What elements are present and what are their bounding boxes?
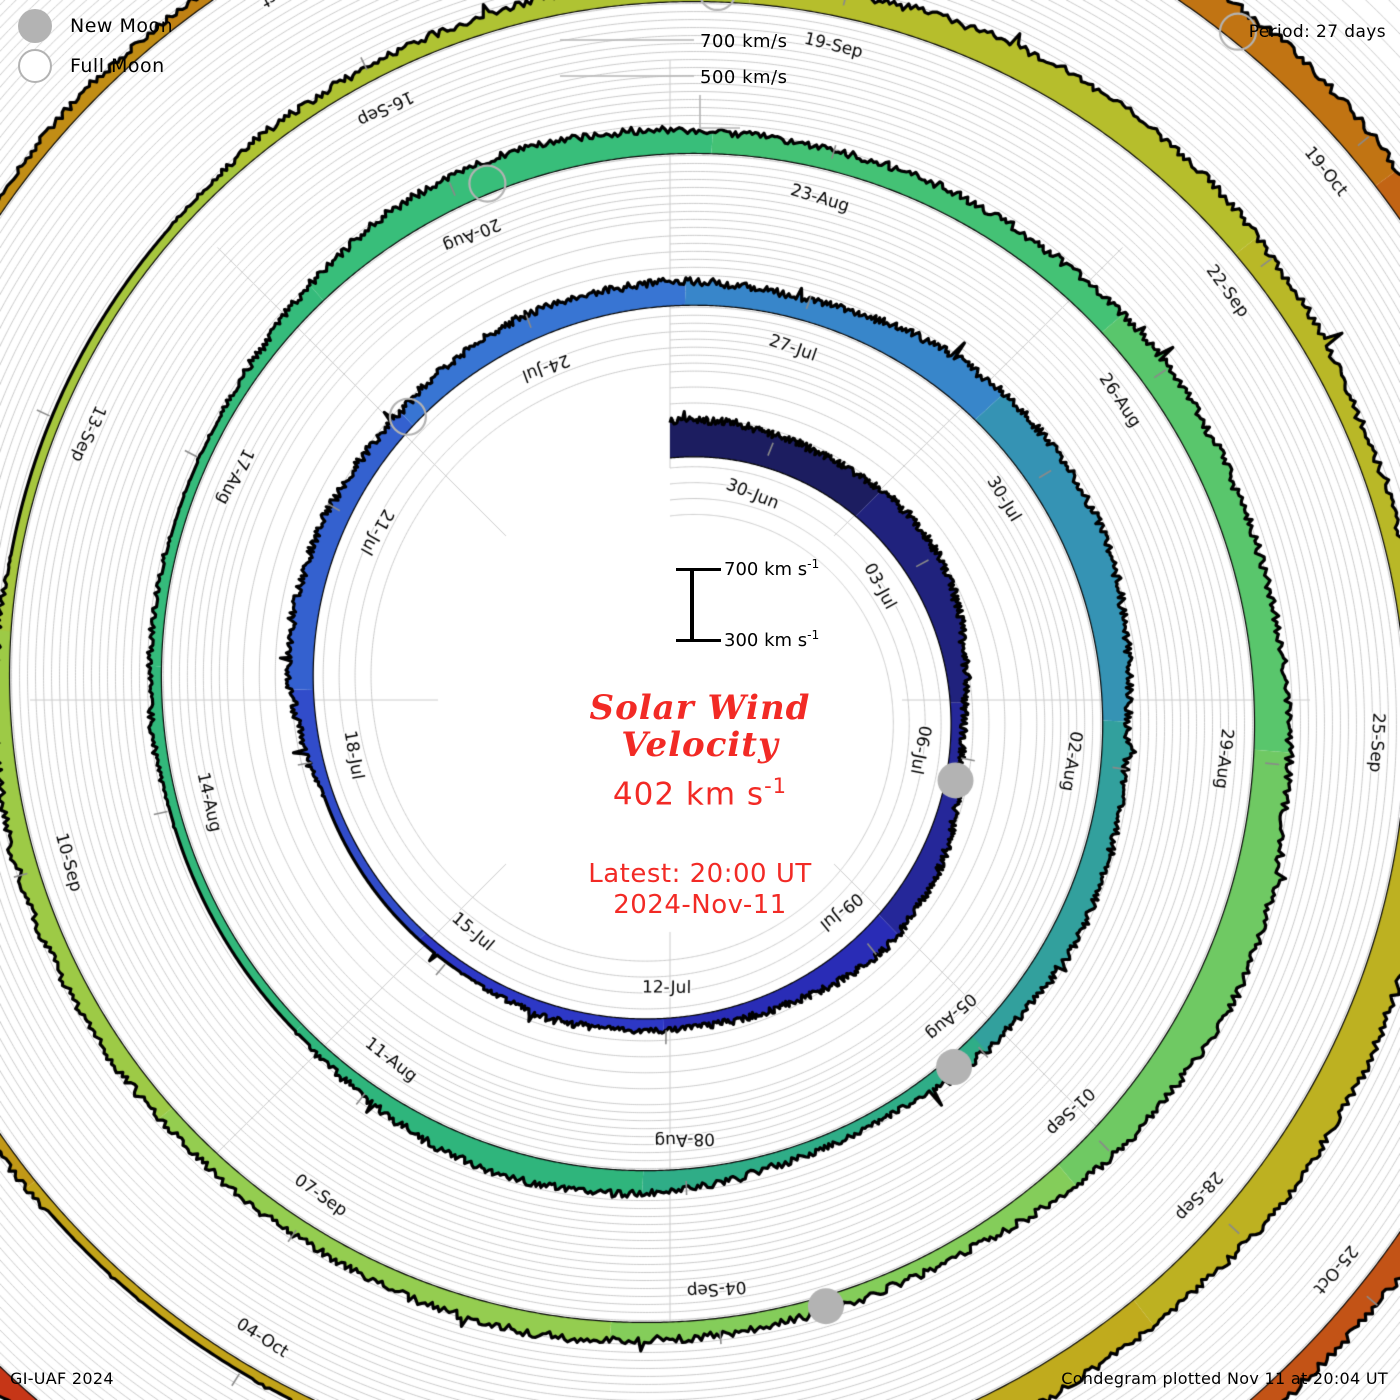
footer-credit: GI-UAF 2024 <box>10 1369 114 1388</box>
current-velocity-value: 402 km s-1 <box>612 773 788 813</box>
new-moon-icon <box>18 9 52 43</box>
latest-time: Latest: 20:00 UT <box>588 858 812 889</box>
legend-item-new-moon: New Moon <box>18 6 173 46</box>
chart-title-line1: Solar Wind <box>589 688 811 728</box>
chart-title-line2: Velocity <box>621 724 779 765</box>
center-readout: Solar Wind Velocity 402 km s-1 Latest: 2… <box>400 690 1000 922</box>
period-label: Period: 27 days <box>1248 22 1386 42</box>
scale-key-bottom-cap <box>676 639 721 642</box>
full-moon-icon <box>18 49 52 83</box>
new-moon-label: New Moon <box>70 15 174 37</box>
scale-key-top-cap <box>676 568 721 571</box>
scale-callout-500: 500 km/s <box>700 67 788 88</box>
scale-key-low-label: 300 km s-1 <box>724 628 820 651</box>
latest-date: 2024-Nov-11 <box>613 890 787 921</box>
full-moon-label: Full Moon <box>70 55 165 77</box>
moon-phase-legend: New Moon Full Moon <box>18 6 173 86</box>
scale-key-high-label: 700 km s-1 <box>724 557 820 580</box>
scale-callout-700: 700 km/s <box>700 31 788 52</box>
scale-key-bar <box>690 568 694 642</box>
footer-plot-time: Condegram plotted Nov 11 at 20:04 UT <box>1061 1369 1388 1388</box>
latest-timestamp: Latest: 20:00 UT 2024-Nov-11 <box>400 859 1000 922</box>
chart-title: Solar Wind Velocity <box>400 690 1000 763</box>
velocity-scale-key: 700 km s-1 300 km s-1 <box>676 557 896 652</box>
legend-item-full-moon: Full Moon <box>18 46 173 86</box>
